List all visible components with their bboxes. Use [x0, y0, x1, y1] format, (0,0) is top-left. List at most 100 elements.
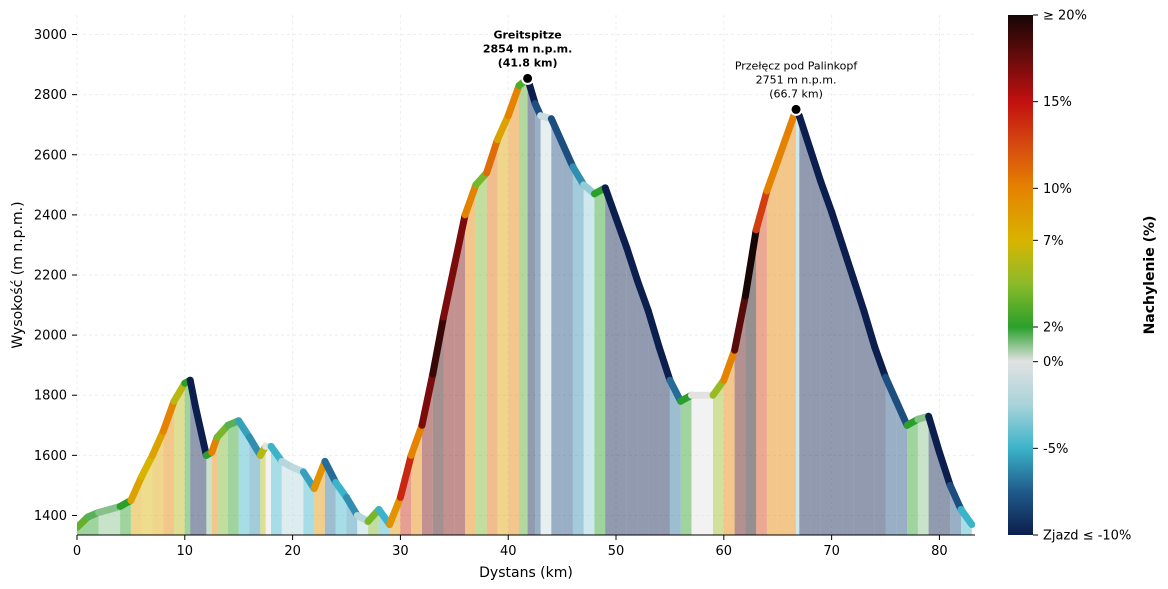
peak-annotation-line: (66.7 km)	[769, 87, 823, 100]
profile-segment	[957, 505, 975, 528]
gradient-band	[475, 172, 487, 535]
profile-segment	[192, 403, 210, 459]
profile-segment	[882, 373, 900, 405]
gradient-band	[637, 281, 649, 535]
gradient-band	[669, 380, 681, 535]
colorbar-tick-label: -5%	[1043, 442, 1068, 457]
gradient-band	[659, 347, 670, 535]
gradient-band	[540, 115, 552, 535]
gradient-band	[281, 461, 293, 535]
profile-segment	[310, 457, 329, 492]
gradient-band	[120, 500, 131, 535]
x-tick-label: 80	[931, 544, 948, 559]
gradient-band	[723, 350, 735, 535]
y-tick-label: 1600	[34, 449, 67, 464]
x-tick-label: 60	[716, 544, 733, 559]
gradient-band	[508, 85, 519, 535]
gradient-band	[713, 380, 724, 535]
gradient-band	[907, 419, 918, 535]
y-ticks: 1400 1600 1800 2000 2200 2400 2600 2800 3000	[34, 28, 77, 524]
profile-segment	[666, 376, 685, 405]
gradient-band	[616, 217, 627, 535]
gradient-band	[265, 446, 271, 535]
gradient-band	[874, 347, 886, 535]
gradient-band	[217, 425, 228, 535]
colorbar-gradient	[1008, 15, 1033, 535]
profile-segment	[569, 163, 588, 189]
x-tick-label: 40	[500, 544, 517, 559]
gradient-band	[497, 115, 509, 535]
gradient-band	[766, 160, 778, 535]
gradient-band	[562, 142, 573, 535]
profile-segment	[612, 214, 631, 252]
gradient-band	[702, 395, 713, 535]
gradient-band	[163, 401, 174, 535]
gradient-band	[796, 109, 800, 535]
profile-segment	[386, 493, 404, 528]
gradient-band	[260, 446, 266, 535]
gradient-band	[788, 109, 796, 535]
profile-segment	[838, 241, 857, 282]
gradient-band	[211, 437, 218, 535]
gradient-band	[810, 148, 821, 535]
y-tick-label: 1800	[34, 389, 67, 404]
peak-marker	[521, 71, 535, 85]
gradient-band	[292, 467, 304, 535]
profile-segment	[817, 178, 836, 216]
gradient-band	[734, 296, 746, 535]
profile-segment	[504, 82, 523, 120]
x-axis-label: Dystans (km)	[479, 565, 573, 581]
gradient-band	[527, 78, 536, 535]
profile-line	[77, 74, 975, 531]
x-ticks: 0 10 20 30 40 50 60 70 80	[73, 535, 948, 559]
peak-annotation-line: 2751 m n.p.m.	[756, 73, 837, 86]
axes: Dystans (km) Wysokość (m n.p.m.)	[10, 201, 975, 581]
profile-segment	[483, 136, 501, 177]
profile-segment	[655, 343, 674, 384]
gradient-band	[519, 78, 528, 535]
peak-annotation-line: 2854 m n.p.m.	[483, 42, 572, 55]
colorbar-label: Nachylenie (%)	[1142, 216, 1158, 335]
profile-segment	[741, 226, 760, 300]
profile-segment	[860, 307, 879, 351]
colorbar: Nachylenie (%) ≥ 20% 15% 10% 7% 2% 0% -5% Zjazd…	[1008, 9, 1158, 544]
gradient-band	[174, 383, 185, 535]
profile-segment	[418, 370, 437, 429]
gradient-band	[680, 395, 692, 535]
gradient-band	[572, 166, 584, 535]
gradient-band	[486, 139, 498, 535]
gradient-band	[939, 452, 951, 535]
gradient-band	[799, 115, 811, 535]
x-tick-label: 70	[823, 544, 840, 559]
gradient-band	[691, 395, 703, 535]
profile-segment	[774, 127, 793, 165]
x-tick-label: 0	[73, 544, 81, 559]
profile-segment	[752, 187, 771, 234]
colorbar-tick-label: Zjazd ≤ -10%	[1043, 529, 1131, 544]
profile-segment	[720, 346, 739, 384]
gradient-band	[227, 420, 239, 535]
gradient-bands	[77, 78, 972, 535]
y-tick-label: 2600	[34, 148, 67, 163]
profile-segment	[148, 427, 167, 459]
profile-segment	[946, 481, 965, 513]
y-tick-label: 1400	[34, 509, 67, 524]
profile-segment	[935, 448, 954, 489]
profile-segment	[849, 274, 868, 315]
gradient-band	[820, 181, 832, 535]
y-tick-label: 2400	[34, 208, 67, 223]
gradient-band	[454, 214, 466, 535]
gradient-band	[443, 266, 455, 535]
profile-segment	[623, 244, 642, 285]
gradient-band	[271, 446, 282, 535]
y-axis-label: Wysokość (m n.p.m.)	[10, 201, 26, 348]
gradient-band	[130, 476, 142, 535]
gradient-band	[917, 416, 929, 535]
peak-annotation-line: Przełęcz pod Palinkopf	[735, 59, 859, 72]
grid	[76, 15, 975, 535]
gradient-band	[314, 461, 325, 535]
profile-segment	[806, 145, 825, 186]
colorbar-tick-label: 10%	[1043, 182, 1072, 197]
